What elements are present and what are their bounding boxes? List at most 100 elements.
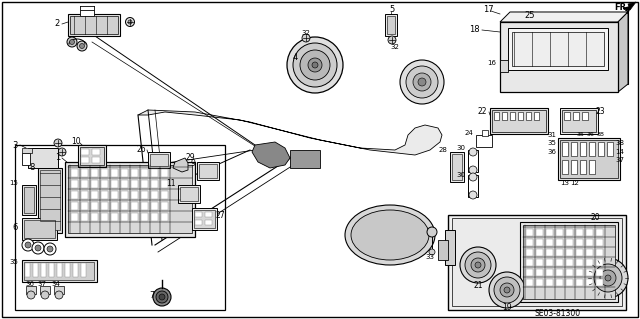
Circle shape xyxy=(159,294,165,300)
Circle shape xyxy=(156,291,168,303)
Bar xyxy=(596,229,603,236)
Circle shape xyxy=(594,264,622,292)
Text: 25: 25 xyxy=(525,11,535,19)
Bar xyxy=(589,142,595,156)
Circle shape xyxy=(125,18,134,26)
Bar xyxy=(536,269,543,276)
Bar xyxy=(151,169,158,177)
Circle shape xyxy=(469,173,477,181)
Bar xyxy=(81,169,88,177)
Polygon shape xyxy=(500,12,628,22)
Bar xyxy=(526,279,533,286)
Circle shape xyxy=(413,73,431,91)
Bar xyxy=(91,180,98,188)
Bar xyxy=(556,239,563,246)
Bar xyxy=(546,249,553,256)
Bar xyxy=(445,230,455,265)
Bar xyxy=(385,14,397,36)
Circle shape xyxy=(293,43,337,87)
Bar xyxy=(502,112,507,120)
Circle shape xyxy=(79,43,84,48)
Circle shape xyxy=(308,58,322,72)
Bar xyxy=(576,259,583,266)
Circle shape xyxy=(35,245,41,251)
Ellipse shape xyxy=(351,210,429,260)
Bar xyxy=(452,218,622,306)
Text: 15: 15 xyxy=(9,180,18,186)
Bar xyxy=(586,269,593,276)
Circle shape xyxy=(427,227,437,237)
Bar xyxy=(560,108,598,134)
Bar xyxy=(151,213,158,221)
Bar xyxy=(500,60,508,72)
Ellipse shape xyxy=(345,205,435,265)
Bar xyxy=(78,145,106,167)
Bar xyxy=(81,180,88,188)
Bar xyxy=(582,112,588,120)
Bar xyxy=(80,10,94,16)
Bar xyxy=(195,220,202,225)
Bar xyxy=(111,202,118,210)
Bar xyxy=(556,259,563,266)
Bar xyxy=(71,180,78,188)
Bar xyxy=(566,259,573,266)
Text: 36: 36 xyxy=(26,281,35,287)
Bar xyxy=(178,185,200,203)
Bar xyxy=(28,148,58,168)
Text: 7: 7 xyxy=(150,291,155,300)
Circle shape xyxy=(388,36,396,44)
Bar xyxy=(141,180,148,188)
Bar xyxy=(81,213,88,221)
Bar xyxy=(91,202,98,210)
Bar xyxy=(91,191,98,199)
Bar xyxy=(476,135,492,147)
Bar xyxy=(33,263,38,277)
Bar xyxy=(586,259,593,266)
Bar xyxy=(91,213,98,221)
Circle shape xyxy=(27,291,35,299)
Bar xyxy=(141,191,148,199)
Circle shape xyxy=(25,242,31,248)
Bar xyxy=(494,112,499,120)
Bar xyxy=(526,259,533,266)
Text: FR.: FR. xyxy=(614,4,630,12)
Bar xyxy=(546,279,553,286)
Bar xyxy=(111,191,118,199)
Bar xyxy=(546,239,553,246)
Polygon shape xyxy=(628,2,636,10)
Bar xyxy=(81,149,89,155)
Text: 18: 18 xyxy=(469,26,480,34)
Bar xyxy=(111,180,118,188)
Text: 35: 35 xyxy=(547,140,556,146)
Bar xyxy=(71,191,78,199)
Bar xyxy=(290,150,320,168)
Bar xyxy=(54,286,64,294)
Polygon shape xyxy=(138,110,442,155)
Polygon shape xyxy=(618,12,628,92)
Bar xyxy=(111,213,118,221)
Bar xyxy=(151,202,158,210)
Bar xyxy=(68,165,192,233)
Bar xyxy=(536,229,543,236)
Text: 8: 8 xyxy=(29,164,35,173)
Bar xyxy=(512,32,604,66)
Bar xyxy=(596,279,603,286)
Bar xyxy=(121,180,128,188)
Text: 16: 16 xyxy=(487,60,496,66)
Text: 2: 2 xyxy=(55,19,60,28)
Bar xyxy=(92,157,100,163)
Bar xyxy=(81,202,88,210)
Bar xyxy=(536,279,543,286)
Bar xyxy=(534,112,539,120)
Text: 31: 31 xyxy=(547,132,556,138)
Bar xyxy=(161,169,168,177)
Bar xyxy=(520,222,618,302)
Bar xyxy=(607,142,613,156)
Bar xyxy=(121,202,128,210)
Circle shape xyxy=(406,66,438,98)
Bar xyxy=(523,225,615,299)
Text: 22: 22 xyxy=(477,108,487,116)
Bar xyxy=(40,286,50,294)
Text: 1: 1 xyxy=(55,153,60,162)
Circle shape xyxy=(469,191,477,199)
